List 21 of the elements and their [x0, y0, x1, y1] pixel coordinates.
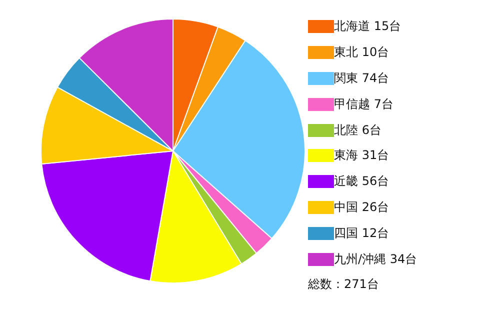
- data-label: 10台: [362, 45, 390, 60]
- legend-label: 中国: [334, 200, 358, 214]
- legend-label: 北海道: [334, 19, 370, 34]
- data-label: 74台: [362, 70, 390, 85]
- data-label: 31台: [362, 148, 390, 162]
- legend-label: 近畿: [334, 174, 358, 188]
- data-label: 7台: [374, 96, 394, 111]
- data-label: 12台: [362, 226, 390, 240]
- data-label: 34台: [390, 252, 418, 266]
- legend-label: 関東: [334, 70, 358, 85]
- legend-label: 東北: [334, 45, 358, 60]
- data-label: 56台: [362, 174, 390, 188]
- legend-label: 九州/沖縄: [334, 252, 386, 266]
- legend-label: 四国: [334, 226, 358, 240]
- legend-label: 北陸: [334, 122, 358, 137]
- data-label: 15台: [374, 19, 402, 34]
- data-label: 26台: [362, 200, 390, 214]
- data-label: 6台: [362, 122, 382, 137]
- legend-label: 東海: [334, 148, 358, 162]
- legend-label: 甲信越: [334, 96, 370, 111]
- text: 総数：271台: [308, 276, 380, 293]
